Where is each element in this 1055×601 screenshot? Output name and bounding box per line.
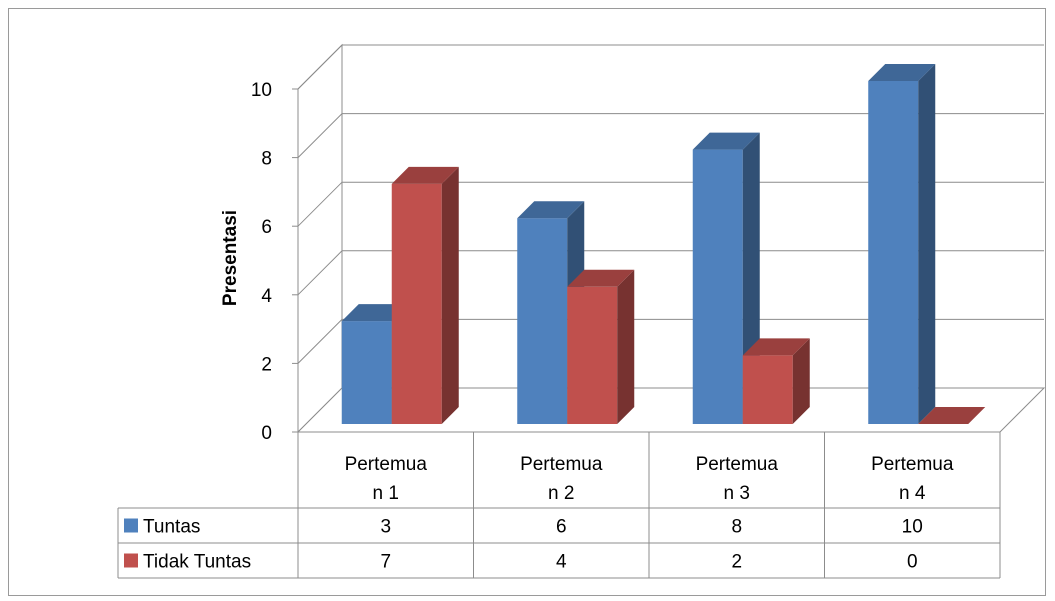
gridline [297,113,1044,158]
bar-side [441,166,459,424]
table-value: 0 [907,552,918,573]
table-value: 7 [380,552,391,573]
category-label: Pertemua [345,454,428,475]
side-wall [297,43,343,434]
bars [341,64,986,424]
gridline [297,181,1044,227]
bar-front [341,321,392,424]
bar-side [617,269,635,424]
bar [692,132,760,424]
bar-front [391,183,442,424]
gridline [297,44,1044,90]
bar [517,201,585,424]
gridline [297,250,1044,296]
bar-top [868,64,936,81]
table-value: 8 [731,517,742,538]
bar-top [567,269,635,287]
y-tick-label: 0 [261,423,272,444]
legend-label: Tuntas [143,517,200,538]
floor [296,387,1046,433]
category-label: n 2 [548,483,574,504]
y-tick-label: 6 [261,217,272,238]
table-value: 2 [731,552,742,573]
category-label: n 4 [899,483,926,504]
bar [868,64,936,424]
y-axis-title: Presentasi [220,210,241,306]
category-label: n 3 [724,483,750,504]
bar-top [742,338,810,356]
bar-side [792,338,810,424]
bar-front [517,218,568,424]
table-value: 6 [556,517,567,538]
bar-top [692,132,760,150]
table-value: 4 [556,552,567,573]
table-value: 3 [380,517,391,538]
bar [567,269,635,424]
legend-label: Tidak Tuntas [143,552,251,573]
bar-top [391,166,459,184]
legend-swatch [124,553,138,568]
y-tick-label: 4 [261,286,272,307]
bar [918,407,986,424]
category-label: Pertemua [871,454,954,475]
gridlines [297,44,1044,364]
bar-front [692,149,743,424]
y-axis-ticks: 0 2 4 6 8 10 [251,80,298,444]
bar-front [868,81,919,424]
y-tick-label: 8 [261,149,272,170]
bar-front [567,286,618,424]
table-value: 10 [902,517,923,538]
data-table: Pertemua n 1 Pertemua n 2 Pertemua n 3 Pertemu… [117,432,1001,579]
bar [391,166,459,424]
bar-front [742,355,793,424]
category-label: n 1 [373,483,399,504]
legend-swatch [124,518,138,533]
category-label: Pertemua [696,454,779,475]
y-tick-label: 2 [261,354,272,375]
y-tick-label: 10 [251,80,272,101]
bar-top [517,201,585,219]
bar-top [918,407,986,424]
bar [742,338,810,424]
bar-side [918,64,936,424]
gridline [297,318,1044,364]
category-label: Pertemua [520,454,603,475]
